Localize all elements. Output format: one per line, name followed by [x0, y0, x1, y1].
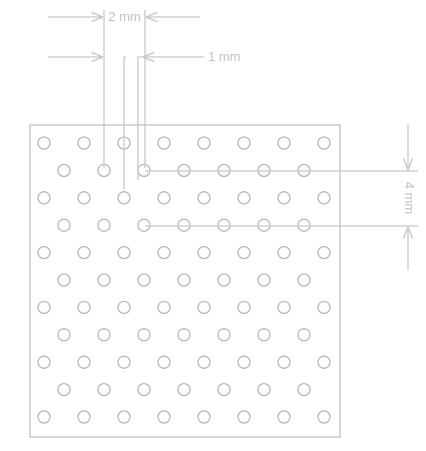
hole [177, 382, 191, 397]
hole [257, 218, 271, 232]
hole [197, 355, 211, 369]
pitch-dimension [145, 124, 418, 270]
hole [157, 410, 171, 424]
hole [97, 328, 111, 342]
hole [157, 136, 171, 150]
hole [237, 136, 251, 150]
hole [317, 355, 331, 369]
hole [137, 328, 151, 342]
spacing-label: 2 mm [108, 9, 141, 24]
hole [277, 300, 291, 315]
hole [237, 410, 251, 424]
hole [277, 191, 291, 205]
spacing-dimension [48, 10, 200, 168]
hole [297, 273, 311, 287]
hole [77, 355, 91, 369]
diameter-label: 1 mm [208, 49, 241, 64]
hole [117, 300, 131, 315]
hole [57, 218, 71, 232]
diameter-leader-right [137, 56, 143, 180]
hole [77, 136, 91, 150]
hole [117, 355, 131, 369]
hole-grid [37, 136, 331, 424]
diameter-dimension [48, 57, 204, 190]
hole [237, 191, 251, 205]
hole [257, 382, 271, 397]
hole [37, 245, 51, 260]
hole [97, 218, 111, 232]
hole [57, 382, 71, 397]
hole [317, 245, 331, 260]
hole [77, 410, 91, 424]
hole [137, 382, 151, 397]
hole [137, 218, 151, 232]
hole [97, 273, 111, 287]
diameter-leader-left [123, 56, 126, 190]
hole [297, 382, 311, 397]
hole [237, 300, 251, 315]
hole [297, 328, 311, 342]
hole [117, 191, 131, 205]
hole [117, 410, 131, 424]
hole [317, 410, 331, 424]
hole [37, 136, 51, 150]
hole [217, 382, 231, 397]
hole [237, 355, 251, 369]
hole [157, 245, 171, 260]
hole [97, 382, 111, 397]
hole [297, 218, 311, 232]
hole [217, 273, 231, 287]
hole [57, 328, 71, 342]
hole [157, 191, 171, 205]
hole [117, 245, 131, 260]
hole [177, 218, 191, 232]
hole [197, 136, 211, 150]
hole [77, 191, 91, 205]
hole [37, 410, 51, 424]
hole [217, 328, 231, 342]
hole [317, 191, 331, 205]
hole [277, 245, 291, 260]
hole [57, 273, 71, 287]
hole [77, 245, 91, 260]
hole [137, 273, 151, 287]
pitch-label: 4 mm [402, 182, 417, 215]
hole [197, 191, 211, 205]
hole [257, 328, 271, 342]
hole [77, 300, 91, 315]
hole [177, 328, 191, 342]
hole [37, 191, 51, 205]
hole [197, 300, 211, 315]
hole [157, 355, 171, 369]
hole [197, 410, 211, 424]
hole [57, 163, 71, 178]
hole [257, 273, 271, 287]
hole [217, 218, 231, 232]
hole [157, 300, 171, 315]
hole [37, 355, 51, 369]
hole [37, 300, 51, 315]
hole [277, 410, 291, 424]
hole [277, 136, 291, 150]
hole [317, 300, 331, 315]
hole [237, 245, 251, 260]
hole [277, 355, 291, 369]
plate-outline [29, 124, 341, 438]
hole [177, 273, 191, 287]
hole [197, 245, 211, 260]
hole [317, 136, 331, 150]
